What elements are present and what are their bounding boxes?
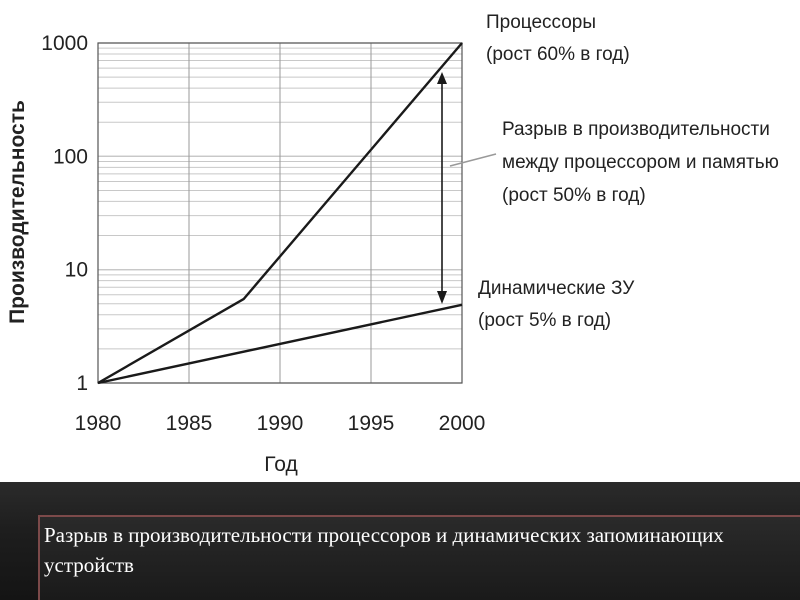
series-line-dram <box>97 303 463 385</box>
annotation-processors-line: (рост 60% в год) <box>486 44 630 65</box>
y-axis-label: Производительность <box>6 100 29 324</box>
annotation-dram-line: Динамические ЗУ <box>478 278 635 299</box>
y-tick-label: 100 <box>53 145 88 168</box>
annotations: Процессоры (рост 60% в год) Разрыв в произ… <box>478 12 779 331</box>
axis-ticks: 1980 1985 1990 1995 2000 1 10 100 1000 <box>41 32 485 435</box>
gap-arrow <box>437 72 497 304</box>
x-tick-label: 1985 <box>166 412 213 435</box>
annotation-gap-line: (рост 50% в год) <box>502 185 646 206</box>
caption-box <box>38 515 800 600</box>
x-tick-label: 1995 <box>348 412 395 435</box>
caption-text: Разрыв в производительности процессоров … <box>44 523 724 577</box>
x-axis-label: Год <box>264 453 297 476</box>
performance-chart: 1980 1985 1990 1995 2000 1 10 100 1000 Производи… <box>6 12 779 476</box>
plot-frame <box>97 42 463 384</box>
annotation-gap-line: Разрыв в производительности <box>502 119 770 140</box>
y-tick-label: 1000 <box>41 32 88 55</box>
x-tick-label: 1990 <box>257 412 304 435</box>
series-lines <box>97 42 463 385</box>
gap-pointer-line <box>449 153 497 167</box>
annotation-processors-line: Процессоры <box>486 12 596 33</box>
y-tick-label: 10 <box>65 259 88 282</box>
x-tick-label: 2000 <box>439 412 486 435</box>
series-line-processors <box>97 42 463 385</box>
annotation-dram-line: (рост 5% в год) <box>478 310 611 331</box>
annotation-gap-line: между процессором и памятью <box>502 152 779 173</box>
y-tick-label: 1 <box>76 372 88 395</box>
chart-grid <box>97 42 463 384</box>
x-tick-label: 1980 <box>75 412 122 435</box>
